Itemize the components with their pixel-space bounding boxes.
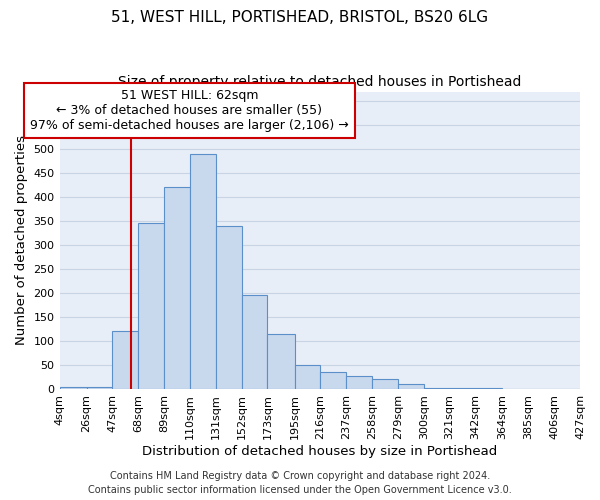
Bar (320, 372, 346, 389)
Bar (268, 334, 295, 389)
Bar (424, 388, 449, 389)
Bar (190, 154, 216, 389)
Bar (242, 296, 268, 389)
Bar (449, 388, 475, 389)
Text: Contains HM Land Registry data © Crown copyright and database right 2024.
Contai: Contains HM Land Registry data © Crown c… (88, 471, 512, 495)
Text: 51, WEST HILL, PORTISHEAD, BRISTOL, BS20 6LG: 51, WEST HILL, PORTISHEAD, BRISTOL, BS20… (112, 10, 488, 25)
Bar (86, 386, 112, 389)
Title: Size of property relative to detached houses in Portishead: Size of property relative to detached ho… (118, 75, 521, 89)
Bar (398, 384, 424, 389)
Bar (295, 365, 320, 389)
Bar (112, 332, 138, 389)
Bar (59, 386, 86, 389)
Bar (372, 380, 398, 389)
Bar (138, 224, 164, 389)
Y-axis label: Number of detached properties: Number of detached properties (15, 136, 28, 346)
Bar (346, 376, 372, 389)
Text: 51 WEST HILL: 62sqm
← 3% of detached houses are smaller (55)
97% of semi-detache: 51 WEST HILL: 62sqm ← 3% of detached hou… (30, 89, 349, 132)
X-axis label: Distribution of detached houses by size in Portishead: Distribution of detached houses by size … (142, 444, 497, 458)
Bar (216, 226, 242, 389)
Bar (164, 188, 190, 389)
